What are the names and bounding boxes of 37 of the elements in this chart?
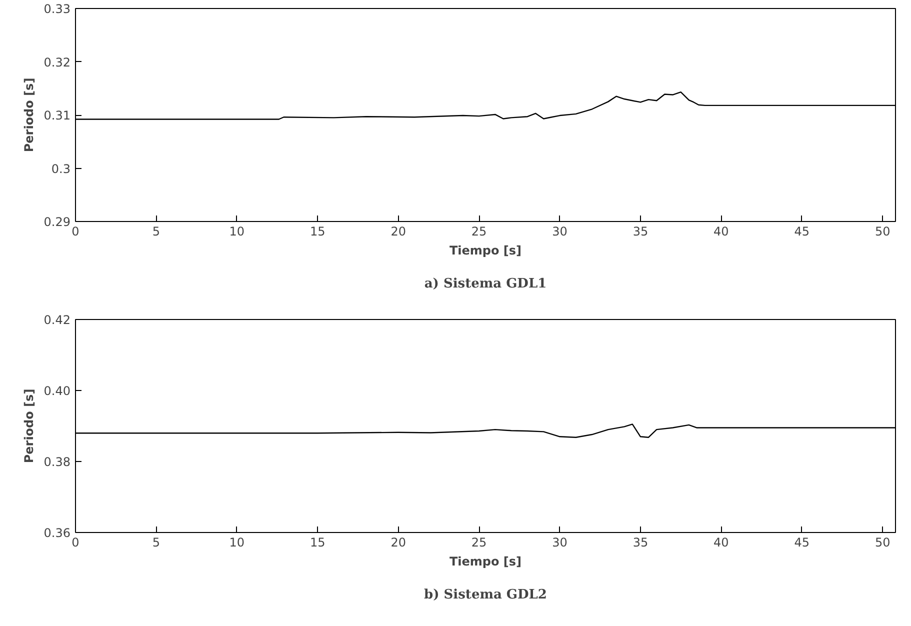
x-axis-title: Tiempo [s] xyxy=(449,244,522,258)
x-tick-label: 30 xyxy=(552,224,568,238)
x-tick-label: 25 xyxy=(471,224,487,238)
y-axis-title: Periodo [s] xyxy=(22,388,36,464)
x-axis-title: Tiempo [s] xyxy=(449,554,522,568)
x-tick-label: 35 xyxy=(632,224,648,238)
y-tick-label: 0.32 xyxy=(44,55,70,70)
x-tick-label: 35 xyxy=(632,536,648,550)
x-tick-label: 0 xyxy=(72,224,80,238)
y-tick-label: 0.31 xyxy=(44,108,70,122)
y-tick-label: 0.33 xyxy=(44,2,70,16)
y-tick-label: 0.38 xyxy=(44,455,70,469)
x-tick-label: 20 xyxy=(390,536,406,550)
y-tick-label: 0.36 xyxy=(44,526,70,540)
x-tick-label: 40 xyxy=(714,536,729,550)
x-tick-label: 30 xyxy=(552,536,568,550)
y-tick-label: 0.29 xyxy=(44,215,70,229)
y-axis-title: Periodo [s] xyxy=(22,78,36,152)
x-tick-label: 20 xyxy=(390,224,406,238)
y-tick-label: 0.3 xyxy=(51,162,71,176)
y-tick-label: 0.40 xyxy=(44,384,70,398)
y-tick-label: 0.42 xyxy=(44,313,70,327)
x-tick-label: 40 xyxy=(714,224,729,238)
x-tick-label: 50 xyxy=(874,224,890,238)
x-tick-label: 45 xyxy=(794,224,810,238)
text: a) Sistema GDL1 xyxy=(424,276,547,292)
x-tick-label: 25 xyxy=(471,536,487,550)
text: b) Sistema GDL2 xyxy=(424,588,547,602)
x-tick-label: 15 xyxy=(310,224,326,238)
x-tick-label: 0 xyxy=(72,536,80,550)
x-tick-label: 45 xyxy=(794,536,810,550)
x-tick-label: 5 xyxy=(152,224,160,238)
x-tick-label: 50 xyxy=(874,536,890,550)
x-tick-label: 15 xyxy=(310,536,326,550)
x-tick-label: 10 xyxy=(229,224,245,238)
x-tick-label: 10 xyxy=(229,536,245,550)
x-tick-label: 5 xyxy=(152,536,160,550)
